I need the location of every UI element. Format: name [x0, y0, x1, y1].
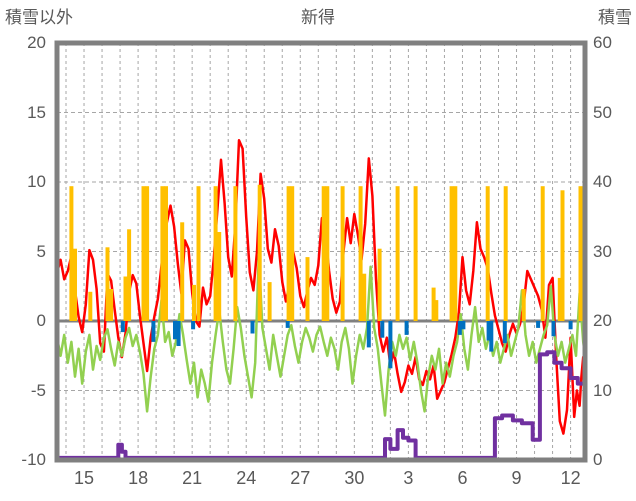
orange-bars-bar — [449, 186, 454, 321]
x-tick: 12 — [560, 468, 581, 488]
orange-bars-bar — [340, 186, 345, 321]
orange-bars — [69, 184, 587, 321]
orange-bars-bar — [145, 186, 150, 321]
orange-bars-bar — [485, 186, 490, 321]
y-right-tick: 40 — [593, 172, 612, 191]
x-tick: 15 — [74, 468, 95, 488]
orange-bars-bar — [395, 186, 400, 321]
orange-bars-bar — [521, 289, 526, 321]
y-right-tick: 30 — [593, 241, 612, 261]
orange-bars-bar — [192, 284, 196, 321]
blue-bars-bar — [486, 321, 491, 341]
orange-bars-bar — [305, 257, 310, 321]
blue-bars-bar — [502, 321, 507, 344]
orange-bars-bar — [213, 186, 218, 321]
blue-bars-bar — [173, 321, 177, 340]
blue-bars-bar — [461, 321, 466, 330]
blue-bars-bar — [489, 321, 494, 352]
blue-bars-bar — [536, 321, 541, 328]
orange-bars-bar — [321, 186, 326, 321]
orange-bars-bar — [503, 186, 508, 321]
blue-bars-bar — [250, 321, 255, 334]
orange-bars-bar — [434, 300, 439, 321]
orange-bars-bar — [560, 190, 565, 321]
plot-frame — [54, 40, 588, 463]
y-right-tick: 50 — [593, 102, 612, 122]
blue-bars-bar — [404, 321, 409, 335]
orange-bars-bar — [557, 277, 562, 321]
orange-bars-bar — [540, 186, 545, 321]
orange-bars-bar — [141, 186, 146, 321]
orange-bars-bar — [109, 289, 114, 321]
y-left-tick: 10 — [27, 172, 46, 191]
orange-bars-bar — [127, 229, 132, 321]
x-tick: 21 — [182, 468, 203, 488]
orange-bars-bar — [377, 248, 382, 321]
orange-bars-bar — [105, 247, 110, 321]
blue-bars-bar — [551, 321, 556, 337]
y-left-tick: 5 — [36, 241, 46, 261]
purple-step — [57, 350, 587, 460]
y-left-tick: 15 — [27, 102, 46, 122]
x-tick: 6 — [457, 468, 468, 488]
orange-bars-bar — [196, 186, 201, 321]
orange-bars-bar — [160, 186, 165, 321]
orange-bars-bar — [257, 184, 262, 321]
orange-bars-bar — [286, 186, 291, 321]
orange-bars-bar — [233, 186, 238, 321]
y-right-tick: 20 — [593, 311, 612, 330]
orange-bars-bar — [217, 232, 222, 321]
blue-bars-bar — [568, 321, 573, 330]
orange-bars-bar — [362, 273, 367, 321]
blue-bars — [120, 321, 573, 369]
x-tick: 30 — [344, 468, 365, 488]
y-left-tick: -10 — [21, 450, 46, 469]
orange-bars-bar — [413, 186, 418, 321]
green-line — [55, 253, 587, 417]
orange-bars-bar — [69, 186, 74, 321]
blue-bars-bar — [388, 321, 393, 369]
x-tick: 9 — [511, 468, 522, 488]
orange-bars-bar — [267, 282, 272, 321]
orange-bars-bar — [290, 186, 295, 321]
blue-bars-bar — [366, 321, 371, 348]
orange-bars-bar — [453, 186, 458, 321]
orange-bars-bar — [123, 276, 128, 321]
x-tick: 18 — [128, 468, 149, 488]
orange-bars-bar — [578, 186, 583, 321]
orange-bars-bar — [164, 186, 168, 321]
orange-bars-bar — [73, 248, 77, 321]
blue-bars-bar — [457, 321, 462, 335]
left-axis-title: 積雪以外 — [5, 8, 73, 27]
x-tick: 24 — [236, 468, 257, 488]
y-right-tick: 10 — [593, 380, 612, 400]
x-tick: 27 — [290, 468, 311, 488]
blue-bars-bar — [176, 321, 181, 346]
orange-bars-bar — [88, 291, 93, 321]
y-left-tick: 0 — [36, 311, 46, 330]
blue-bars-bar — [380, 321, 385, 338]
right-axis-title: 積雪 — [598, 8, 632, 27]
y-left-tick: -5 — [30, 380, 46, 400]
orange-bars-bar — [180, 222, 185, 321]
blue-bars-bar — [120, 321, 125, 333]
y-right-tick: 60 — [593, 33, 612, 52]
y-right-tick: 0 — [593, 450, 603, 469]
orange-bars-bar — [325, 186, 330, 321]
chart-title: 新得 — [301, 8, 335, 27]
blue-bars-bar — [285, 321, 290, 328]
orange-bars-bar — [431, 287, 436, 321]
orange-bars-bar — [358, 186, 363, 321]
y-left-tick: 20 — [27, 33, 46, 52]
blue-bars-bar — [191, 321, 196, 330]
blue-bars-bar — [151, 321, 156, 342]
x-tick: 3 — [403, 468, 414, 488]
